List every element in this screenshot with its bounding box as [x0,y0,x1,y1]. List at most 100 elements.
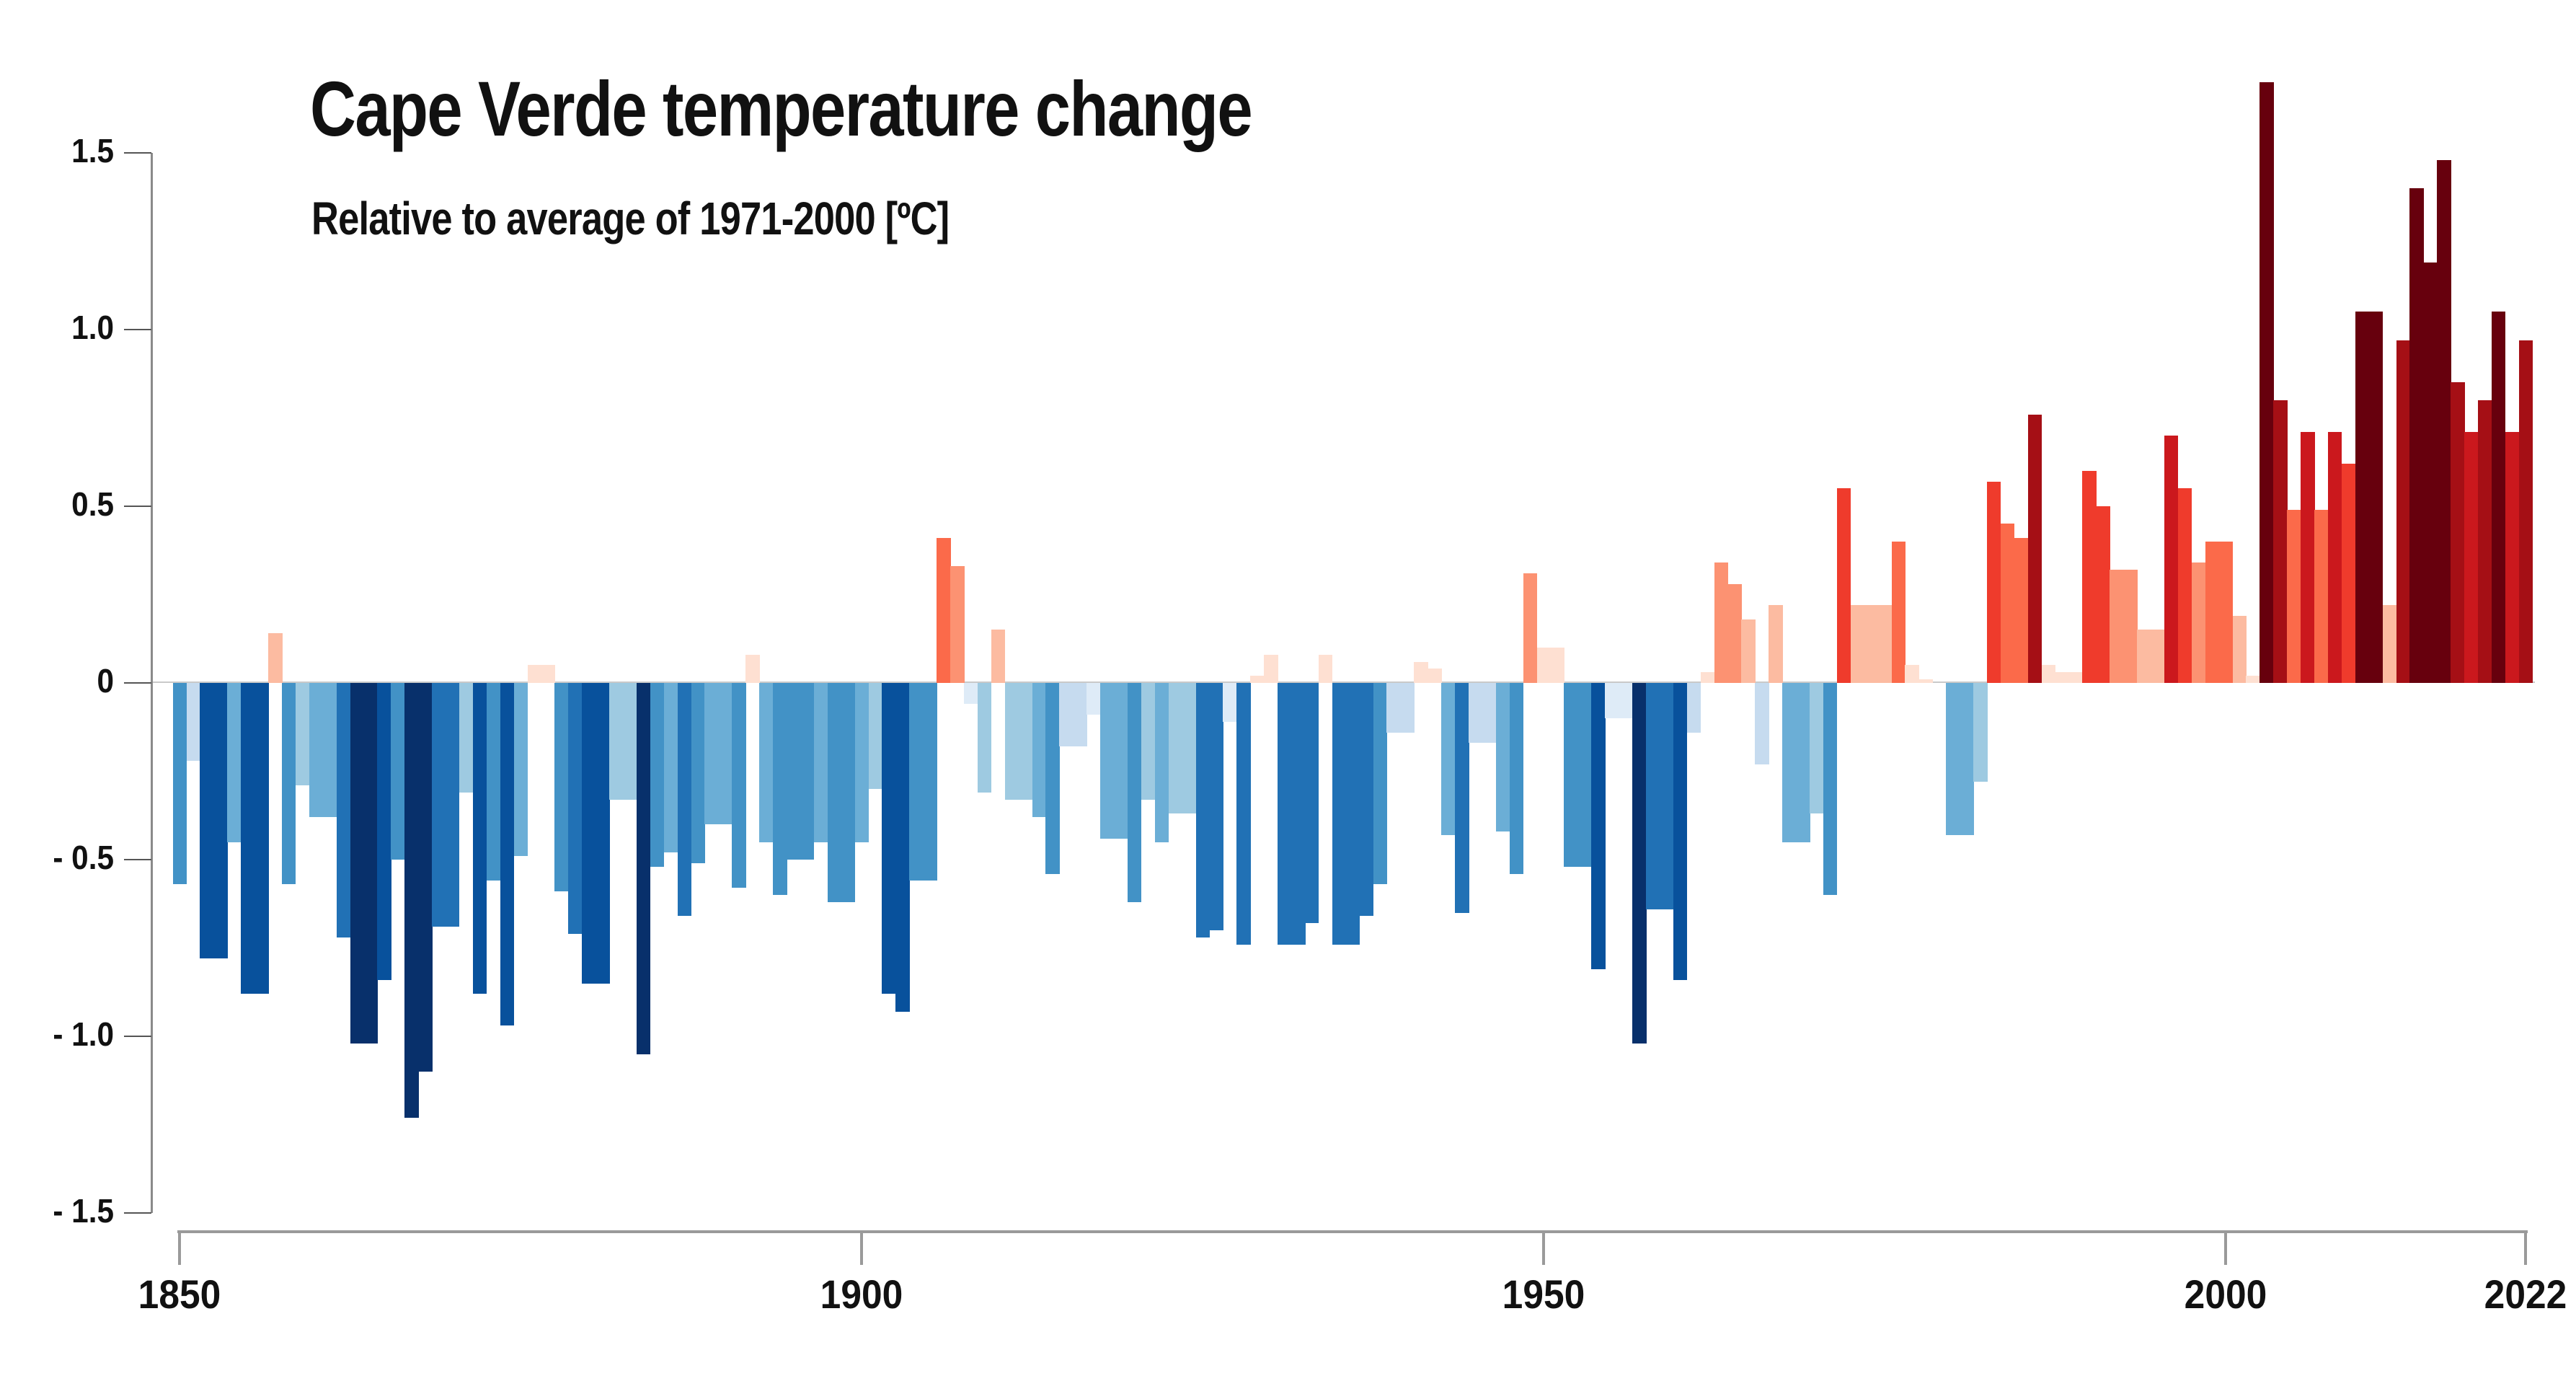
bar-1977 [1905,665,1919,683]
x-tick-2000 [2224,1232,2227,1265]
bar-1890 [718,683,732,824]
bar-1955 [1605,683,1619,718]
x-tick-label: 2022 [2484,1271,2567,1317]
bar-2019 [2478,400,2492,683]
bar-2008 [2327,432,2342,683]
bar-1986 [2027,415,2042,683]
x-tick-label: 1850 [138,1271,221,1317]
bar-1961 [1686,683,1701,733]
bar-1885 [650,683,665,867]
x-tick-1850 [178,1232,181,1265]
bar-1967 [1769,605,1783,683]
bar-1982 [1973,683,1988,782]
x-tick-label: 2000 [2184,1271,2267,1317]
bar-2021 [2505,432,2520,683]
bar-1891 [732,683,746,888]
bar-1952 [1564,683,1578,867]
bar-1956 [1619,683,1633,718]
bar-2003 [2259,82,2274,683]
bar-1973 [1850,605,1865,683]
bar-1934 [1318,655,1333,683]
bar-1903 [895,683,910,1012]
bar-1898 [827,683,842,902]
bar-2012 [2382,605,2397,683]
bar-1853 [213,683,228,958]
y-tick-0.5 [124,506,151,507]
bar-1984 [2000,524,2015,683]
bar-1875 [513,683,528,856]
bar-1941 [1414,662,1428,683]
bar-2011 [2368,312,2384,683]
bar-1902 [882,683,896,994]
bar-1899 [841,683,856,902]
bar-1857 [268,633,283,683]
bar-1960 [1673,683,1688,980]
bar-1920 [1127,683,1142,902]
bar-1858 [281,683,296,884]
bar-1988 [2055,672,2070,683]
y-tick-- 1.0 [124,1036,151,1037]
y-tick-- 1.5 [124,1212,151,1214]
bar-1866 [391,683,405,860]
bar-1861 [322,683,337,817]
bar-2020 [2491,312,2506,683]
bar-2009 [2341,464,2356,683]
bar-2016 [2437,160,2451,683]
bar-1951 [1550,648,1565,683]
x-axis-line [177,1230,2528,1233]
bar-1856 [254,683,269,994]
bar-1917 [1086,683,1101,715]
bar-1868 [418,683,433,1072]
bar-1873 [486,683,501,881]
bar-1896 [800,683,815,860]
bar-1993 [2123,570,2138,683]
x-tick-1950 [1542,1232,1545,1265]
bar-1892 [745,655,760,683]
bar-1945 [1468,683,1483,743]
y-tick-label: - 1.0 [53,1015,114,1053]
bar-2017 [2451,382,2465,683]
bar-1953 [1577,683,1592,867]
bar-1860 [309,683,324,817]
bar-1878 [554,683,569,891]
bar-1881 [596,683,610,984]
bar-1877 [541,665,555,683]
bar-1987 [2041,665,2056,683]
bar-1926 [1209,683,1224,930]
bar-1999 [2205,542,2220,683]
bar-1869 [432,683,446,927]
bar-1981 [1960,683,1974,835]
bar-1958 [1645,683,1660,909]
bar-2014 [2409,188,2424,683]
bar-1996 [2164,436,2179,683]
bar-1974 [1864,605,1879,683]
bar-1883 [622,683,637,800]
bar-2022 [2518,340,2533,683]
bar-2002 [2246,676,2260,683]
bar-2006 [2301,432,2315,683]
bar-1872 [472,683,487,994]
bar-1864 [363,683,378,1044]
bar-1897 [813,683,828,842]
bar-1879 [568,683,583,934]
bar-1912 [1018,683,1033,800]
bar-1994 [2137,630,2151,683]
chart-subtitle: Relative to average of 1971-2000 [ºC] [311,193,950,244]
bar-1893 [759,683,774,842]
bar-1927 [1223,683,1237,722]
bar-1954 [1591,683,1606,969]
bar-1895 [786,683,801,860]
x-tick-label: 1950 [1502,1271,1585,1317]
bar-2018 [2464,432,2479,683]
bar-1950 [1536,648,1552,683]
bar-1964 [1727,584,1742,683]
bar-1908 [963,683,978,704]
bar-1855 [241,683,255,994]
bar-2015 [2423,262,2438,683]
bar-1918 [1100,683,1115,839]
bar-1916 [1073,683,1087,746]
bar-1932 [1291,683,1306,945]
bar-1931 [1278,683,1292,945]
bar-1889 [704,683,719,824]
